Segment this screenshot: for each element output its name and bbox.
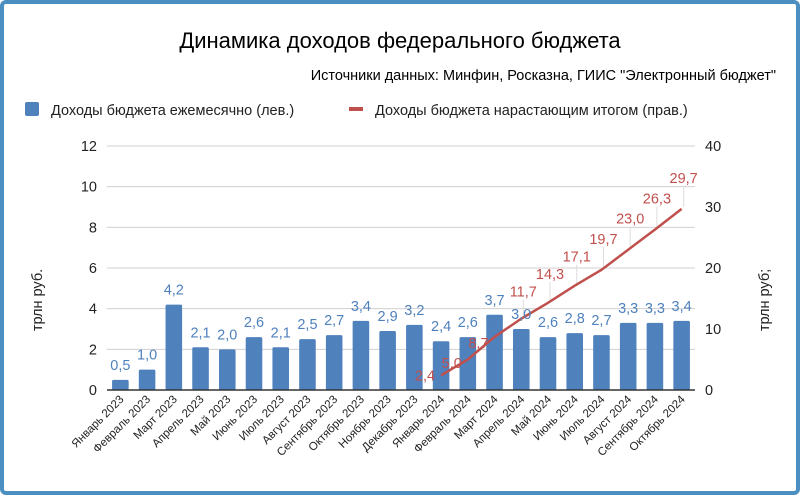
y-tick-right: 0 (705, 383, 713, 399)
bar (406, 324, 423, 390)
bar (673, 320, 690, 390)
line-data-label: 19,7 (589, 232, 617, 248)
y-tick-right: 20 (705, 261, 721, 277)
bar (539, 337, 557, 390)
line-data-label: 2,4 (415, 368, 435, 384)
bar-data-label: 3,0 (511, 307, 531, 323)
bar (566, 333, 584, 390)
bar-data-label: 2,5 (297, 317, 317, 333)
legend-bar-swatch (25, 102, 39, 116)
bar-data-label: 3,4 (672, 299, 692, 315)
bar (352, 320, 370, 390)
bar-data-label: 1,0 (137, 348, 157, 364)
bar (512, 329, 530, 390)
bar-data-label: 3,3 (618, 301, 638, 317)
bar (646, 322, 664, 390)
y-tick-left: 2 (89, 342, 97, 358)
bar-data-label: 2,7 (324, 313, 344, 329)
y-axis-right-label: трлн руб; (757, 269, 773, 331)
bar-data-label: 3,4 (351, 299, 371, 315)
y-tick-right: 40 (705, 139, 721, 155)
line-data-label: 23,0 (616, 212, 644, 228)
line-data-label: 17,1 (563, 250, 591, 266)
bar (486, 314, 503, 390)
bar-data-label: 2,6 (538, 315, 558, 331)
line-data-label: 14,3 (536, 267, 564, 283)
y-tick-right: 10 (705, 322, 721, 338)
bar (432, 341, 450, 390)
line-data-label: 11,7 (510, 285, 537, 301)
bar-data-label: 2,6 (244, 315, 264, 331)
bar-data-label: 2,6 (458, 315, 478, 331)
bar-data-label: 2,4 (431, 319, 451, 335)
bar (593, 335, 610, 390)
bar-data-label: 3,3 (645, 301, 665, 317)
bar-data-label: 2,8 (565, 311, 585, 327)
legend-line-label: Доходы бюджета нарастающим итогом (прав.… (375, 103, 688, 119)
bar-data-label: 2,0 (217, 327, 237, 343)
bar (325, 335, 343, 390)
line-data-label: 26,3 (643, 192, 671, 208)
chart-subtitle: Источники данных: Минфин, Росказна, ГИИС… (311, 68, 776, 84)
y-tick-left: 4 (89, 302, 97, 318)
bar-data-label: 2,1 (271, 325, 291, 341)
bar (272, 347, 290, 390)
bar-data-label: 0,5 (110, 358, 130, 374)
y-tick-right: 30 (705, 200, 721, 216)
bar-data-label: 2,7 (591, 313, 611, 329)
y-tick-left: 10 (81, 180, 97, 196)
bar (192, 347, 209, 390)
bar (165, 304, 183, 390)
bar-data-label: 2,9 (378, 309, 398, 325)
legend-line-swatch (349, 107, 363, 111)
bar (138, 369, 156, 390)
bar (459, 337, 477, 390)
bar (619, 322, 637, 390)
y-tick-left: 12 (81, 139, 97, 155)
bar (218, 349, 236, 390)
bar-data-label: 3,2 (404, 303, 424, 319)
line-data-label: 29,7 (670, 171, 698, 187)
y-axis-left-label: трлн руб. (30, 269, 46, 331)
line-data-label: 8,7 (468, 336, 488, 352)
bar (112, 379, 129, 390)
bar-data-label: 2,1 (190, 325, 210, 341)
bar (299, 339, 316, 390)
y-tick-left: 0 (89, 383, 97, 399)
legend-bar-label: Доходы бюджета ежемесячно (лев.) (51, 103, 294, 119)
y-tick-left: 8 (89, 220, 97, 236)
bar (379, 331, 396, 390)
y-tick-left: 6 (89, 261, 97, 277)
line-data-label: 5,0 (442, 356, 462, 372)
cumulative-line (440, 207, 683, 377)
chart-title: Динамика доходов федерального бюджета (179, 28, 621, 53)
bar (245, 337, 263, 390)
bar-data-label: 3,7 (484, 293, 504, 309)
bar-data-label: 4,2 (164, 283, 184, 299)
